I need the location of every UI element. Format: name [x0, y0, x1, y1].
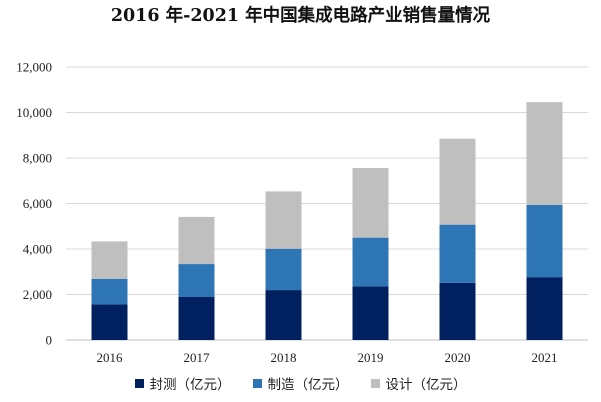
x-tick-label: 2020	[445, 350, 471, 365]
legend-label-manufacturing: 制造（亿元）	[267, 377, 349, 393]
chart-title: 2016 年-2021 年中国集成电路产业销售量情况	[110, 6, 491, 26]
legend-item-packaging: 封测（亿元）	[134, 373, 231, 393]
bar-segment-manufacturing	[178, 264, 215, 298]
legend-label-design: 设计（亿元）	[385, 377, 467, 393]
legend-swatch-packaging	[134, 378, 144, 388]
x-tick-label: 2018	[271, 350, 297, 365]
bar-segment-design	[526, 102, 563, 205]
legend-label-packaging: 封测（亿元）	[149, 377, 231, 393]
y-tick-label: 4,000	[23, 242, 52, 257]
x-tick-label: 2019	[358, 350, 384, 365]
y-tick-label: 2,000	[23, 287, 52, 302]
bar-segment-design	[439, 138, 476, 225]
bar-segment-packaging	[178, 297, 215, 340]
y-tick-label: 0	[46, 333, 53, 348]
y-tick-label: 8,000	[23, 151, 52, 166]
bar-segment-manufacturing	[265, 248, 302, 291]
legend-item-manufacturing: 制造（亿元）	[252, 373, 349, 393]
bar-segment-design	[265, 191, 302, 249]
bar-segment-manufacturing	[526, 204, 563, 278]
y-tick-label: 12,000	[16, 60, 52, 75]
bar-segment-design	[91, 241, 128, 279]
bar-segment-packaging	[91, 304, 128, 340]
y-tick-label: 10,000	[16, 105, 52, 120]
bar-segment-manufacturing	[439, 224, 476, 283]
legend: 封测（亿元） 制造（亿元） 设计（亿元）	[0, 371, 601, 395]
bar-segment-packaging	[526, 277, 563, 340]
x-tick-label: 2017	[184, 350, 211, 365]
legend-item-design: 设计（亿元）	[370, 373, 467, 393]
x-tick-label: 2016	[97, 350, 124, 365]
legend-swatch-manufacturing	[252, 378, 262, 388]
bar-segment-manufacturing	[352, 237, 389, 287]
bar-segment-manufacturing	[91, 278, 128, 305]
bar-segment-design	[352, 167, 389, 238]
bar-segment-packaging	[352, 286, 389, 340]
x-tick-label: 2021	[532, 350, 558, 365]
bar-segment-packaging	[265, 290, 302, 340]
bar-segment-packaging	[439, 282, 476, 340]
legend-swatch-design	[370, 378, 380, 388]
y-tick-label: 6,000	[23, 196, 52, 211]
bar-segment-design	[178, 216, 215, 265]
